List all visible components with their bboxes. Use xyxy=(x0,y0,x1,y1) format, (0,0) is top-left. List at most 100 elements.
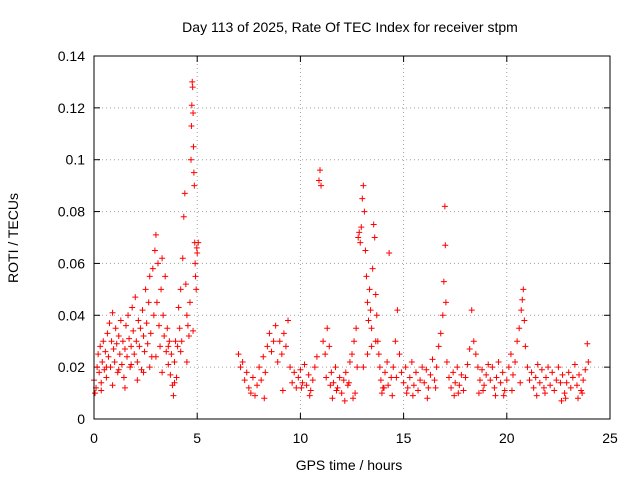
data-point xyxy=(289,379,296,386)
data-point xyxy=(156,322,163,329)
data-point xyxy=(179,255,186,262)
data-point xyxy=(98,379,105,386)
data-point xyxy=(382,369,389,376)
data-point xyxy=(186,299,193,306)
data-point xyxy=(173,374,180,381)
data-point xyxy=(362,247,369,254)
data-point xyxy=(126,335,133,342)
axis-ticks: 0 5 10 15 20 25 0 0.02 0.04 0.06 0.08 0.1 0.12 0.14 xyxy=(58,48,618,446)
data-point xyxy=(315,177,322,184)
data-point xyxy=(334,384,341,391)
data-point xyxy=(378,390,385,397)
data-point xyxy=(578,387,585,394)
data-point xyxy=(112,325,119,332)
data-point xyxy=(419,364,426,371)
data-point xyxy=(103,364,110,371)
data-point xyxy=(171,358,178,365)
data-point xyxy=(241,377,248,384)
data-point xyxy=(311,364,318,371)
data-point xyxy=(442,242,449,249)
data-point xyxy=(243,369,250,376)
data-point xyxy=(279,387,286,394)
data-point xyxy=(575,395,582,402)
x-tick-label: 25 xyxy=(602,430,618,446)
data-point xyxy=(390,364,397,371)
data-point xyxy=(410,382,417,389)
data-point xyxy=(526,377,533,384)
data-point xyxy=(323,374,330,381)
x-tick-label: 15 xyxy=(396,430,412,446)
data-point xyxy=(427,371,434,378)
data-point xyxy=(193,286,200,293)
data-point xyxy=(261,395,268,402)
data-point xyxy=(108,338,115,345)
data-point xyxy=(562,395,569,402)
data-point xyxy=(423,366,430,373)
data-point xyxy=(440,278,447,285)
data-point xyxy=(338,390,345,397)
y-tick-label: 0.04 xyxy=(58,307,85,323)
data-point xyxy=(161,333,168,340)
data-point xyxy=(340,377,347,384)
data-point xyxy=(104,330,111,337)
data-point xyxy=(489,364,496,371)
data-point xyxy=(519,296,526,303)
data-point xyxy=(153,299,160,306)
data-point xyxy=(170,392,177,399)
data-point xyxy=(468,307,475,314)
data-point xyxy=(342,369,349,376)
data-point xyxy=(435,343,442,350)
data-point xyxy=(396,351,403,358)
data-point xyxy=(176,325,183,332)
data-point xyxy=(135,317,142,324)
data-point xyxy=(398,369,405,376)
data-point xyxy=(178,338,185,345)
data-point xyxy=(131,351,138,358)
data-point xyxy=(117,317,124,324)
data-point xyxy=(386,250,393,257)
data-point xyxy=(118,361,125,368)
data-point xyxy=(172,338,179,345)
data-point xyxy=(439,312,446,319)
data-point xyxy=(485,361,492,368)
data-point xyxy=(543,374,550,381)
data-point xyxy=(274,358,281,365)
data-point xyxy=(190,169,197,176)
data-point xyxy=(376,364,383,371)
data-point xyxy=(450,369,457,376)
data-point xyxy=(455,390,462,397)
data-point xyxy=(106,320,113,327)
data-point xyxy=(551,387,558,394)
data-point xyxy=(536,379,543,386)
data-point xyxy=(127,364,134,371)
data-point xyxy=(380,384,387,391)
data-point xyxy=(133,338,140,345)
data-point xyxy=(352,390,359,397)
data-point xyxy=(317,167,324,174)
x-axis-label: GPS time / hours xyxy=(296,457,403,473)
data-point xyxy=(479,366,486,373)
data-point xyxy=(287,364,294,371)
data-point xyxy=(122,322,129,329)
data-point xyxy=(160,312,167,319)
data-point xyxy=(559,371,566,378)
data-point xyxy=(109,309,116,316)
data-point xyxy=(464,361,471,368)
data-point xyxy=(483,371,490,378)
data-point xyxy=(280,330,287,337)
data-point xyxy=(132,294,139,301)
data-point xyxy=(313,353,320,360)
data-point xyxy=(499,369,506,376)
data-point xyxy=(188,156,195,163)
data-point xyxy=(140,369,147,376)
data-point xyxy=(368,343,375,350)
data-point xyxy=(318,182,325,189)
data-point xyxy=(249,374,256,381)
data-point xyxy=(571,361,578,368)
data-point xyxy=(451,392,458,399)
data-point xyxy=(128,361,135,368)
data-point xyxy=(191,182,198,189)
data-point xyxy=(114,369,121,376)
data-point xyxy=(121,384,128,391)
